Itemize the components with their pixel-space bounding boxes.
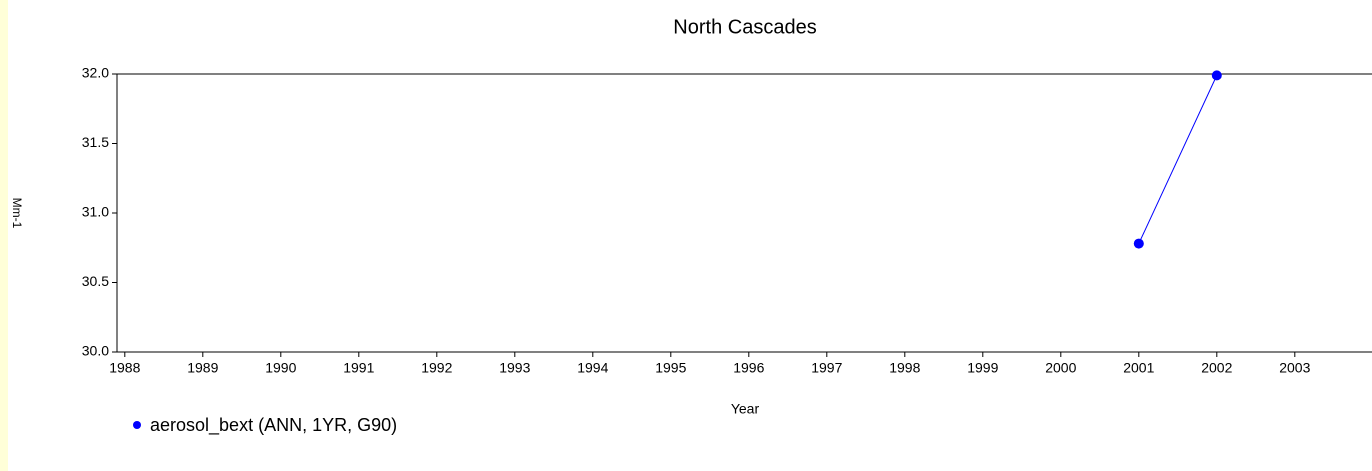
y-tick-label: 32.0 [82,65,109,81]
x-tick-label: 1993 [499,360,530,376]
legend-marker [133,421,141,429]
x-tick-label: 2003 [1279,360,1310,376]
x-tick-label: 1989 [187,360,218,376]
x-tick-label: 2002 [1201,360,1232,376]
x-tick-label: 1990 [265,360,296,376]
x-tick-label: 1995 [655,360,686,376]
x-tick-label: 1996 [733,360,764,376]
x-tick-label: 1998 [889,360,920,376]
line [1138,75,1218,244]
y-tick-label: 31.0 [82,204,109,220]
x-tick-label: 1997 [811,360,842,376]
x-tick-label: 2001 [1123,360,1154,376]
y-tick-label: 30.0 [82,343,109,359]
y-axis-label: Mm-1 [10,198,24,229]
chart-title: North Cascades [673,16,816,38]
x-tick-label: 1994 [577,360,608,376]
legend-label: aerosol_bext (ANN, 1YR, G90) [150,415,397,436]
x-tick-label: 2000 [1045,360,1076,376]
x-tick-label: 1991 [343,360,374,376]
side-strip [0,0,8,471]
y-tick-label: 31.5 [82,134,109,150]
x-tick-label: 1992 [421,360,452,376]
y-tick-label: 30.5 [82,273,109,289]
point [1211,70,1222,81]
x-axis-label: Year [731,401,760,417]
x-tick-label: 1999 [967,360,998,376]
point [1133,238,1144,249]
x-tick-label: 1988 [109,360,140,376]
